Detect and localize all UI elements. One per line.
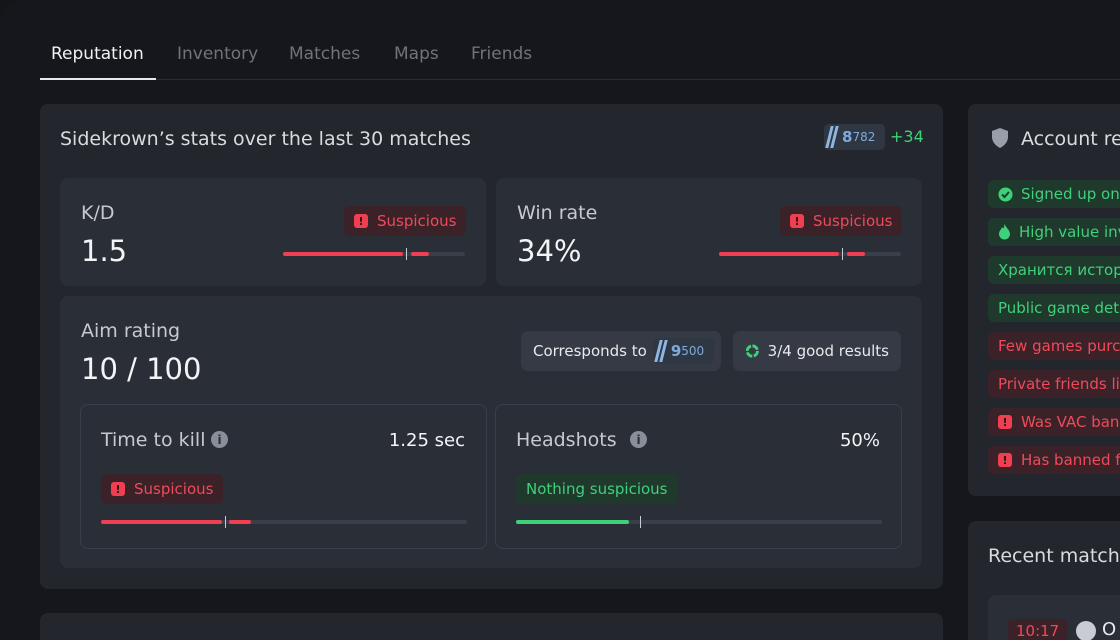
winrate-bar-marker xyxy=(842,248,843,260)
kd-panel: K/D 1.5 ! Suspicious xyxy=(60,178,486,286)
corresponds-label: Corresponds to xyxy=(533,342,647,360)
rep-item-text: Private friends list xyxy=(998,375,1120,393)
ttk-bar xyxy=(101,516,467,528)
headshots-status-text: Nothing suspicious xyxy=(526,480,668,498)
recent-title: Recent match xyxy=(988,545,1120,567)
rep-item-text: High value inv xyxy=(1019,223,1120,241)
kd-status-badge: ! Suspicious xyxy=(344,206,467,236)
ttk-label: Time to kill xyxy=(101,429,206,451)
headshots-value: 50% xyxy=(839,430,880,451)
rank-stripes-icon xyxy=(825,126,839,148)
alert-icon: ! xyxy=(998,415,1012,429)
winrate-bar-fill xyxy=(719,252,840,256)
ttk-panel: Time to kill i 1.25 sec ! Suspicious xyxy=(80,404,487,549)
kd-label: K/D xyxy=(81,202,115,224)
tab-bar: Reputation Inventory Matches Maps Friend… xyxy=(40,28,1120,80)
corresponds-pill: Corresponds to 9 500 xyxy=(521,331,721,371)
tab-inventory[interactable]: Inventory xyxy=(177,44,259,64)
tab-matches[interactable]: Matches xyxy=(289,44,361,64)
info-icon[interactable]: i xyxy=(211,431,228,448)
stats-title: Sidekrown’s stats over the last 30 match… xyxy=(60,128,471,150)
ttk-status-badge: ! Suspicious xyxy=(101,474,224,504)
rep-item-vac: ! Was VAC bann xyxy=(988,408,1120,436)
rep-item-banned-friends: ! Has banned fr xyxy=(988,446,1120,474)
rep-item-text: Signed up on S xyxy=(1021,185,1120,203)
kd-bar-fill xyxy=(283,252,404,256)
ttk-bar-fill xyxy=(101,520,222,524)
alert-icon: ! xyxy=(111,482,125,496)
info-icon[interactable]: i xyxy=(630,431,647,448)
headshots-label: Headshots xyxy=(516,429,617,451)
recent-card: Recent match 10:17 O xyxy=(968,521,1120,640)
ttk-value: 1.25 sec xyxy=(388,430,465,451)
winrate-value: 34% xyxy=(517,234,582,268)
rep-item-history: Хранится истори xyxy=(988,256,1120,284)
rank-value-major: 8 xyxy=(842,128,853,146)
next-card xyxy=(40,613,943,640)
check-icon xyxy=(998,187,1013,202)
winrate-status-badge: ! Suspicious xyxy=(780,206,903,236)
rank-value-minor: 782 xyxy=(852,130,876,144)
tab-reputation[interactable]: Reputation xyxy=(51,44,144,64)
ttk-status-text: Suspicious xyxy=(134,480,214,498)
alert-icon: ! xyxy=(354,214,368,228)
rep-item-private-friends: Private friends list xyxy=(988,370,1120,398)
aim-label: Aim rating xyxy=(81,320,181,342)
headshots-status-badge: Nothing suspicious xyxy=(516,474,678,504)
match-map-name: O xyxy=(1102,619,1117,640)
kd-bar-extra xyxy=(411,252,430,256)
rep-item-inventory: High value inv xyxy=(988,218,1120,246)
rep-item-text: Has banned fr xyxy=(1021,451,1120,469)
rank-delta: +34 xyxy=(890,127,924,146)
stats-card: Sidekrown’s stats over the last 30 match… xyxy=(40,104,943,589)
alert-icon: ! xyxy=(998,453,1012,467)
rank-stripes-icon xyxy=(654,340,668,362)
kd-bar xyxy=(283,248,465,260)
aim-value: 10 / 100 xyxy=(81,352,202,386)
rep-item-signup: Signed up on S xyxy=(988,180,1120,208)
match-time: 10:17 xyxy=(1008,619,1068,640)
rep-item-text: Was VAC bann xyxy=(1021,413,1120,431)
winrate-label: Win rate xyxy=(517,202,598,224)
headshots-panel: Headshots i 50% Nothing suspicious xyxy=(495,404,902,549)
corr-rank-minor: 500 xyxy=(681,344,705,358)
winrate-status-text: Suspicious xyxy=(813,212,893,230)
aim-panel: Aim rating 10 / 100 Corresponds to 9 500… xyxy=(60,296,922,568)
rep-item-text: Public game deta xyxy=(998,299,1120,317)
tab-maps[interactable]: Maps xyxy=(394,44,439,64)
corr-rank-major: 9 xyxy=(670,342,682,360)
good-results-text: 3/4 good results xyxy=(767,342,889,360)
alert-icon: ! xyxy=(790,214,804,228)
winrate-bar-extra xyxy=(847,252,866,256)
headshots-bar-marker xyxy=(640,516,641,528)
kd-status-text: Suspicious xyxy=(377,212,457,230)
rank-badge: 8 782 xyxy=(824,124,886,150)
progress-ring-icon xyxy=(745,344,759,358)
active-tab-indicator xyxy=(40,78,156,80)
tab-friends[interactable]: Friends xyxy=(471,44,533,64)
corresponds-rank: 9 500 xyxy=(652,338,715,364)
ttk-bar-marker xyxy=(225,516,226,528)
good-results-pill: 3/4 good results xyxy=(733,331,901,371)
ttk-bar-extra xyxy=(229,520,251,524)
rep-item-text: Хранится истори xyxy=(998,261,1120,279)
kd-value: 1.5 xyxy=(81,234,128,268)
kd-bar-marker xyxy=(406,248,407,260)
headshots-bar-fill xyxy=(516,520,630,524)
rep-item-public: Public game deta xyxy=(988,294,1120,322)
map-emblem-icon xyxy=(1076,621,1096,640)
rep-item-few-games: Few games purch xyxy=(988,332,1120,360)
rep-item-text: Few games purch xyxy=(998,337,1120,355)
headshots-bar xyxy=(516,516,882,528)
recent-match-row[interactable]: 10:17 O xyxy=(988,595,1120,640)
flame-icon xyxy=(998,224,1011,240)
shield-icon xyxy=(992,128,1008,148)
winrate-panel: Win rate 34% ! Suspicious xyxy=(496,178,922,286)
account-title: Account re xyxy=(1021,128,1120,150)
winrate-bar xyxy=(719,248,901,260)
